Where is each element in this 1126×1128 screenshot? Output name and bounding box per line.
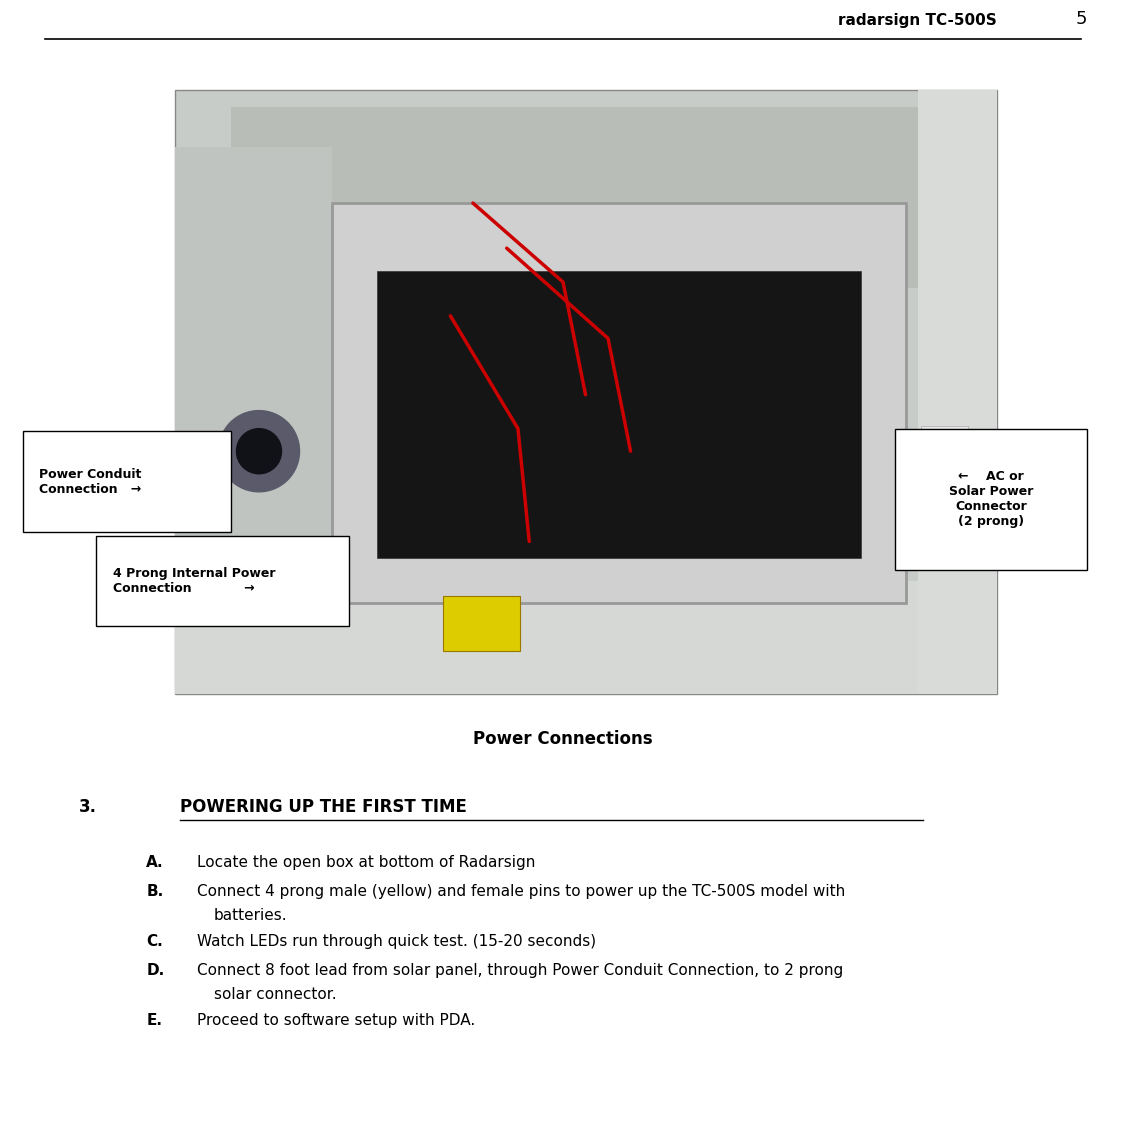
FancyBboxPatch shape bbox=[175, 90, 997, 694]
FancyBboxPatch shape bbox=[23, 431, 231, 532]
FancyBboxPatch shape bbox=[921, 426, 968, 493]
Text: 5: 5 bbox=[1075, 10, 1087, 28]
Text: 4 Prong Internal Power
Connection            →: 4 Prong Internal Power Connection → bbox=[113, 567, 275, 594]
Text: Power Conduit
Connection   →: Power Conduit Connection → bbox=[39, 468, 142, 495]
Circle shape bbox=[218, 411, 300, 492]
Text: Connect 4 prong male (yellow) and female pins to power up the TC-500S model with: Connect 4 prong male (yellow) and female… bbox=[197, 883, 846, 899]
Text: C.: C. bbox=[146, 934, 163, 950]
Text: B.: B. bbox=[146, 883, 163, 899]
Text: solar connector.: solar connector. bbox=[214, 987, 337, 1003]
Text: ←    AC or
Solar Power
Connector
(2 prong): ← AC or Solar Power Connector (2 prong) bbox=[949, 470, 1033, 528]
Text: D.: D. bbox=[146, 962, 164, 978]
FancyBboxPatch shape bbox=[918, 90, 997, 694]
Text: POWERING UP THE FIRST TIME: POWERING UP THE FIRST TIME bbox=[180, 797, 467, 816]
Text: Power Connections: Power Connections bbox=[473, 730, 653, 748]
Text: Proceed to software setup with PDA.: Proceed to software setup with PDA. bbox=[197, 1013, 475, 1029]
Text: Connect 8 foot lead from solar panel, through Power Conduit Connection, to 2 pro: Connect 8 foot lead from solar panel, th… bbox=[197, 962, 843, 978]
FancyBboxPatch shape bbox=[895, 429, 1087, 570]
Text: A.: A. bbox=[146, 855, 164, 871]
Circle shape bbox=[236, 429, 282, 474]
FancyBboxPatch shape bbox=[377, 271, 861, 558]
FancyBboxPatch shape bbox=[96, 536, 349, 626]
Text: batteries.: batteries. bbox=[214, 908, 287, 924]
Text: E.: E. bbox=[146, 1013, 162, 1029]
FancyBboxPatch shape bbox=[332, 203, 906, 603]
Text: Locate the open box at bottom of Radarsign: Locate the open box at bottom of Radarsi… bbox=[197, 855, 536, 871]
FancyBboxPatch shape bbox=[443, 596, 520, 651]
FancyBboxPatch shape bbox=[175, 147, 332, 637]
Text: 3.: 3. bbox=[79, 797, 97, 816]
FancyBboxPatch shape bbox=[231, 107, 997, 288]
Text: radarsign TC-500S: radarsign TC-500S bbox=[838, 14, 997, 28]
Text: Watch LEDs run through quick test. (15-20 seconds): Watch LEDs run through quick test. (15-2… bbox=[197, 934, 596, 950]
FancyBboxPatch shape bbox=[175, 581, 997, 694]
